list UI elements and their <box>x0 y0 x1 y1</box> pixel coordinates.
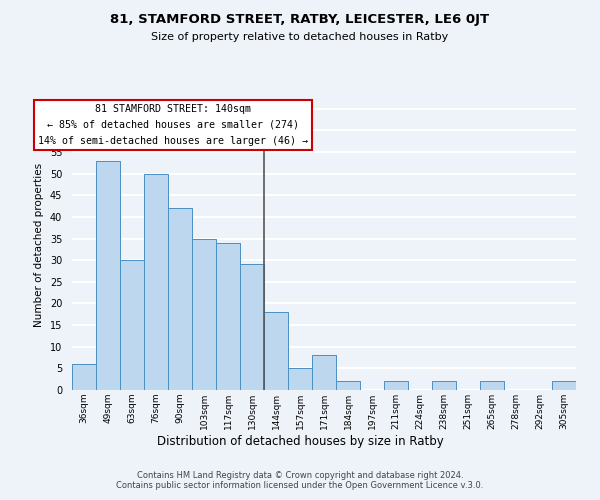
Bar <box>312 356 336 390</box>
Text: 81 STAMFORD STREET: 140sqm
← 85% of detached houses are smaller (274)
14% of sem: 81 STAMFORD STREET: 140sqm ← 85% of deta… <box>38 104 308 146</box>
Bar <box>240 264 264 390</box>
Bar <box>384 382 408 390</box>
Text: Distribution of detached houses by size in Ratby: Distribution of detached houses by size … <box>157 435 443 448</box>
Bar <box>168 208 192 390</box>
Bar <box>120 260 144 390</box>
Bar <box>552 382 576 390</box>
Text: Contains HM Land Registry data © Crown copyright and database right 2024.: Contains HM Land Registry data © Crown c… <box>137 471 463 480</box>
Bar <box>192 238 216 390</box>
Text: 81, STAMFORD STREET, RATBY, LEICESTER, LE6 0JT: 81, STAMFORD STREET, RATBY, LEICESTER, L… <box>110 12 490 26</box>
Y-axis label: Number of detached properties: Number of detached properties <box>34 163 44 327</box>
Bar <box>288 368 312 390</box>
Bar <box>72 364 96 390</box>
Bar <box>432 382 456 390</box>
Bar <box>336 382 360 390</box>
Text: Contains public sector information licensed under the Open Government Licence v.: Contains public sector information licen… <box>116 481 484 490</box>
Bar <box>216 243 240 390</box>
Bar <box>264 312 288 390</box>
Bar <box>96 160 120 390</box>
Text: Size of property relative to detached houses in Ratby: Size of property relative to detached ho… <box>151 32 449 42</box>
Bar <box>480 382 504 390</box>
Bar <box>144 174 168 390</box>
